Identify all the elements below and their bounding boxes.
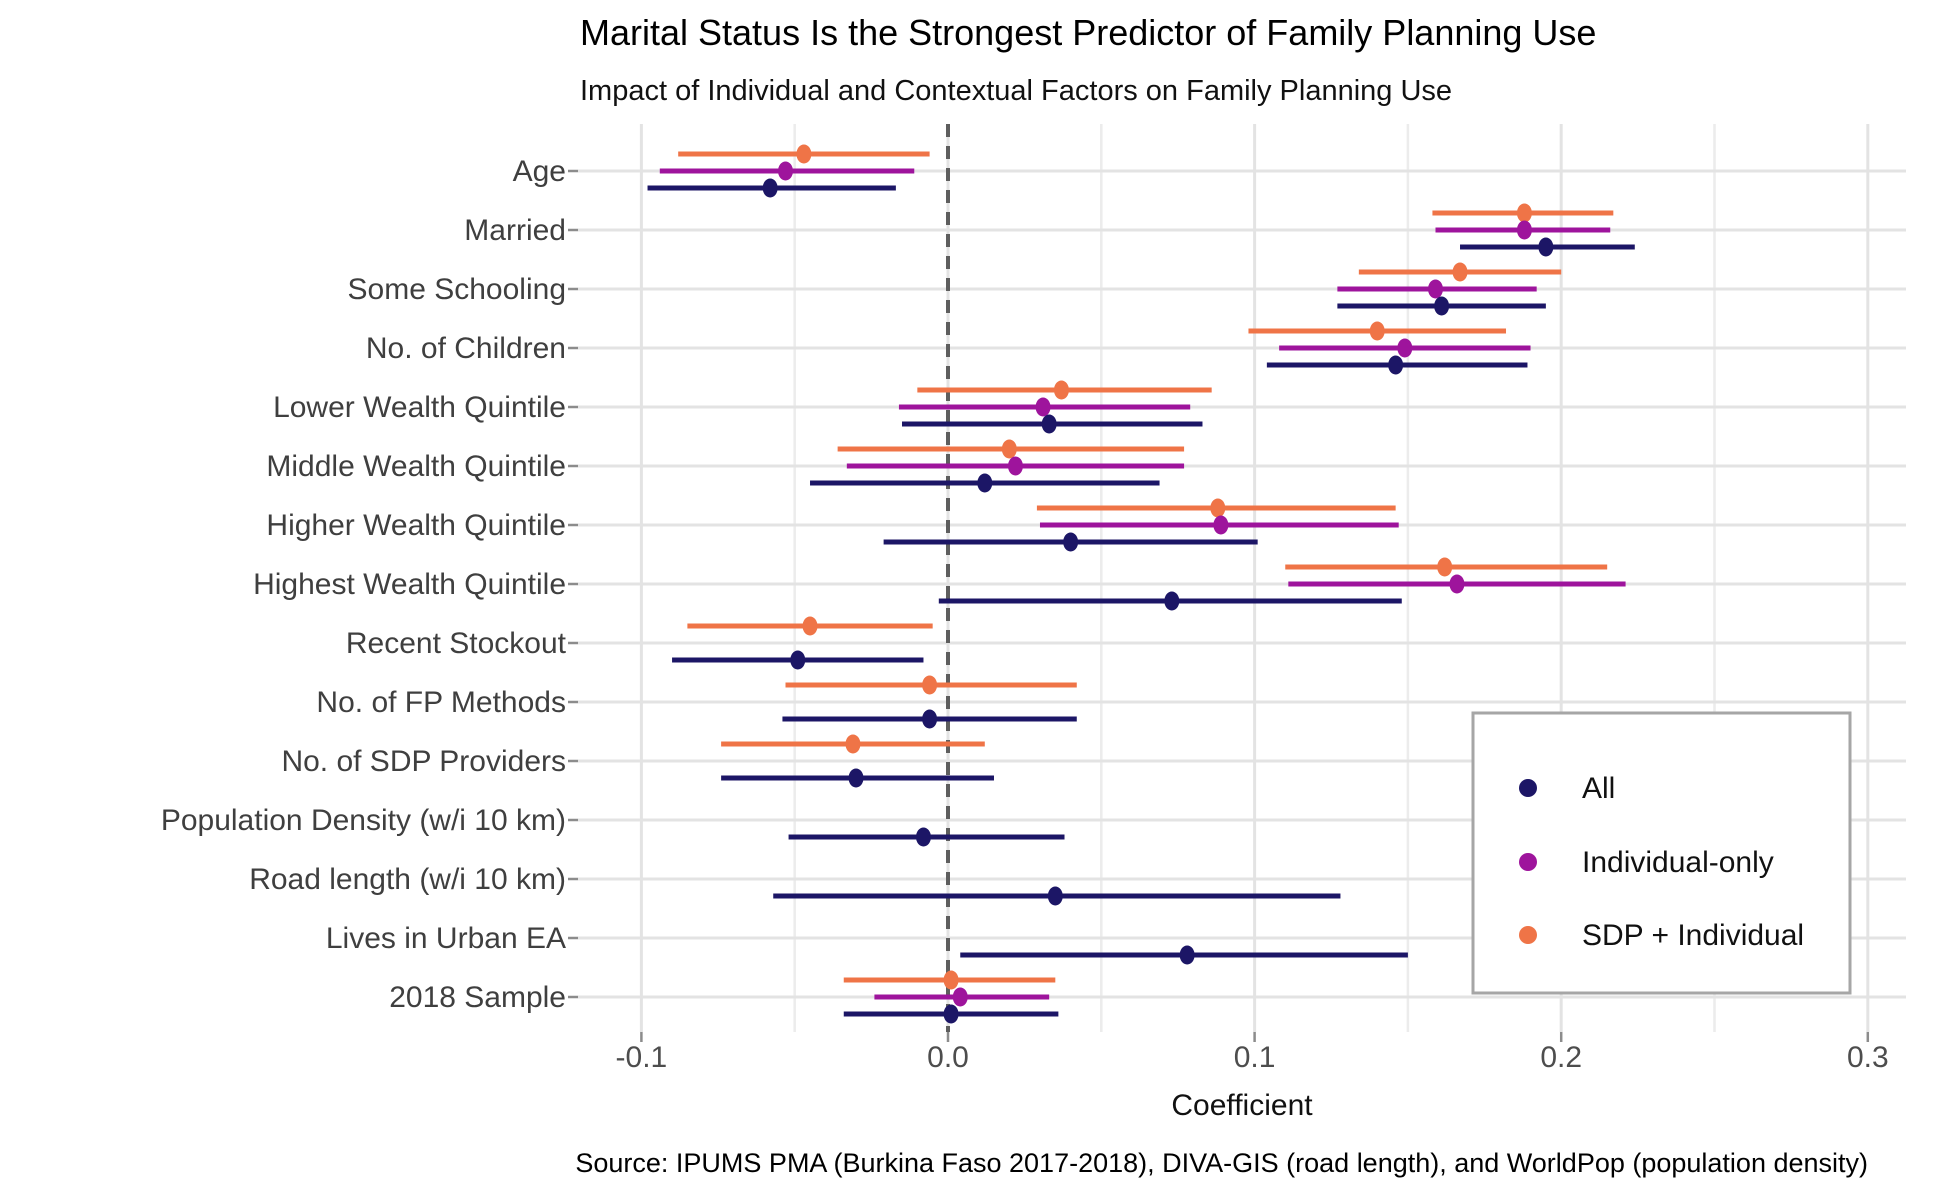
legend-swatch-all <box>1519 779 1537 797</box>
point-estimate-all <box>790 650 806 670</box>
legend-box <box>1471 711 1852 995</box>
point-estimate-sdp-individual <box>1516 203 1532 223</box>
category-label: Higher Wealth Quintile <box>266 509 566 542</box>
category-label: Age <box>513 155 566 188</box>
point-estimate-individual-only <box>1427 279 1443 299</box>
coefficient-row <box>1248 321 1531 375</box>
data-series-layer <box>647 144 1635 1024</box>
coefficient-row <box>672 616 933 670</box>
point-estimate-all <box>977 473 993 493</box>
coefficient-row <box>810 439 1185 493</box>
coefficient-row <box>843 970 1059 1024</box>
category-label: Recent Stockout <box>346 627 567 660</box>
point-estimate-individual-only <box>1516 220 1532 240</box>
point-estimate-all <box>1434 296 1450 316</box>
legend: All Individual-only SDP + Individual <box>1471 711 1852 995</box>
legend-label: Individual-only <box>1582 846 1774 879</box>
x-tick-label: 0.0 <box>927 1041 969 1074</box>
point-estimate-individual-only <box>778 161 794 181</box>
point-estimate-individual-only <box>1449 574 1465 594</box>
legend-swatch-individual-only <box>1519 853 1537 871</box>
coefficient-row <box>1337 262 1562 316</box>
category-label: No. of SDP Providers <box>281 745 566 778</box>
category-label: Road length (w/i 10 km) <box>249 863 566 896</box>
point-estimate-sdp-individual <box>943 970 959 990</box>
category-label: Middle Wealth Quintile <box>266 450 566 483</box>
coefficient-row <box>773 886 1341 906</box>
legend-label: All <box>1582 772 1615 805</box>
point-estimate-sdp-individual <box>1369 321 1385 341</box>
category-label: Population Density (w/i 10 km) <box>161 804 566 837</box>
point-estimate-all <box>1179 945 1195 965</box>
category-label: Married <box>464 214 566 247</box>
point-estimate-individual-only <box>952 987 968 1007</box>
coefficient-row <box>782 675 1077 729</box>
point-estimate-individual-only <box>1213 515 1229 535</box>
coefficient-row <box>647 144 930 198</box>
coefficient-row <box>898 380 1212 434</box>
point-estimate-individual-only <box>1007 456 1023 476</box>
axis-ticks-layer <box>568 169 1870 1042</box>
coefficient-row <box>883 498 1399 552</box>
x-tick-label: -0.1 <box>616 1041 668 1074</box>
point-estimate-all <box>915 827 931 847</box>
category-label: No. of FP Methods <box>316 686 566 719</box>
point-estimate-sdp-individual <box>1452 262 1468 282</box>
category-label: Some Schooling <box>348 273 566 306</box>
x-axis-title: Coefficient <box>1171 1089 1313 1122</box>
coefficient-row <box>938 557 1626 611</box>
coefficient-row <box>788 827 1065 847</box>
point-estimate-all <box>848 768 864 788</box>
point-estimate-all <box>1164 591 1180 611</box>
coefficient-row <box>1432 203 1635 257</box>
point-estimate-sdp-individual <box>1001 439 1017 459</box>
point-estimate-sdp-individual <box>802 616 818 636</box>
x-tick-label: 0.2 <box>1540 1041 1582 1074</box>
chart-title: Marital Status Is the Strongest Predicto… <box>580 12 1596 53</box>
legend-label: SDP + Individual <box>1582 919 1804 952</box>
legend-swatch-sdp-individual <box>1519 926 1537 944</box>
coefficient-row <box>960 945 1408 965</box>
axis-text-layer: Age Married Some Schooling No. of Children L… <box>161 155 1889 1074</box>
category-label: Highest Wealth Quintile <box>253 568 566 601</box>
point-estimate-sdp-individual <box>1437 557 1453 577</box>
point-estimate-all <box>1063 532 1079 552</box>
point-estimate-all <box>943 1004 959 1024</box>
point-estimate-sdp-individual <box>1053 380 1069 400</box>
category-label: 2018 Sample <box>389 981 566 1014</box>
point-estimate-all <box>922 709 938 729</box>
point-estimate-sdp-individual <box>922 675 938 695</box>
point-estimate-all <box>1041 414 1057 434</box>
category-label: Lower Wealth Quintile <box>273 391 566 424</box>
point-estimate-all <box>1047 886 1063 906</box>
point-estimate-sdp-individual <box>845 734 861 754</box>
point-estimate-all <box>1388 355 1404 375</box>
chart-subtitle: Impact of Individual and Contextual Fact… <box>580 75 1452 107</box>
source-caption: Source: IPUMS PMA (Burkina Faso 2017-201… <box>575 1148 1868 1178</box>
coefficient-row <box>721 734 994 788</box>
point-estimate-individual-only <box>1035 397 1051 417</box>
x-tick-label: 0.3 <box>1847 1041 1889 1074</box>
x-tick-label: 0.1 <box>1234 1041 1276 1074</box>
point-estimate-all <box>1538 237 1554 257</box>
point-estimate-sdp-individual <box>1210 498 1226 518</box>
point-estimate-sdp-individual <box>796 144 812 164</box>
category-label: No. of Children <box>366 332 566 365</box>
category-label: Lives in Urban EA <box>326 922 566 955</box>
point-estimate-individual-only <box>1397 338 1413 358</box>
point-estimate-all <box>762 178 778 198</box>
